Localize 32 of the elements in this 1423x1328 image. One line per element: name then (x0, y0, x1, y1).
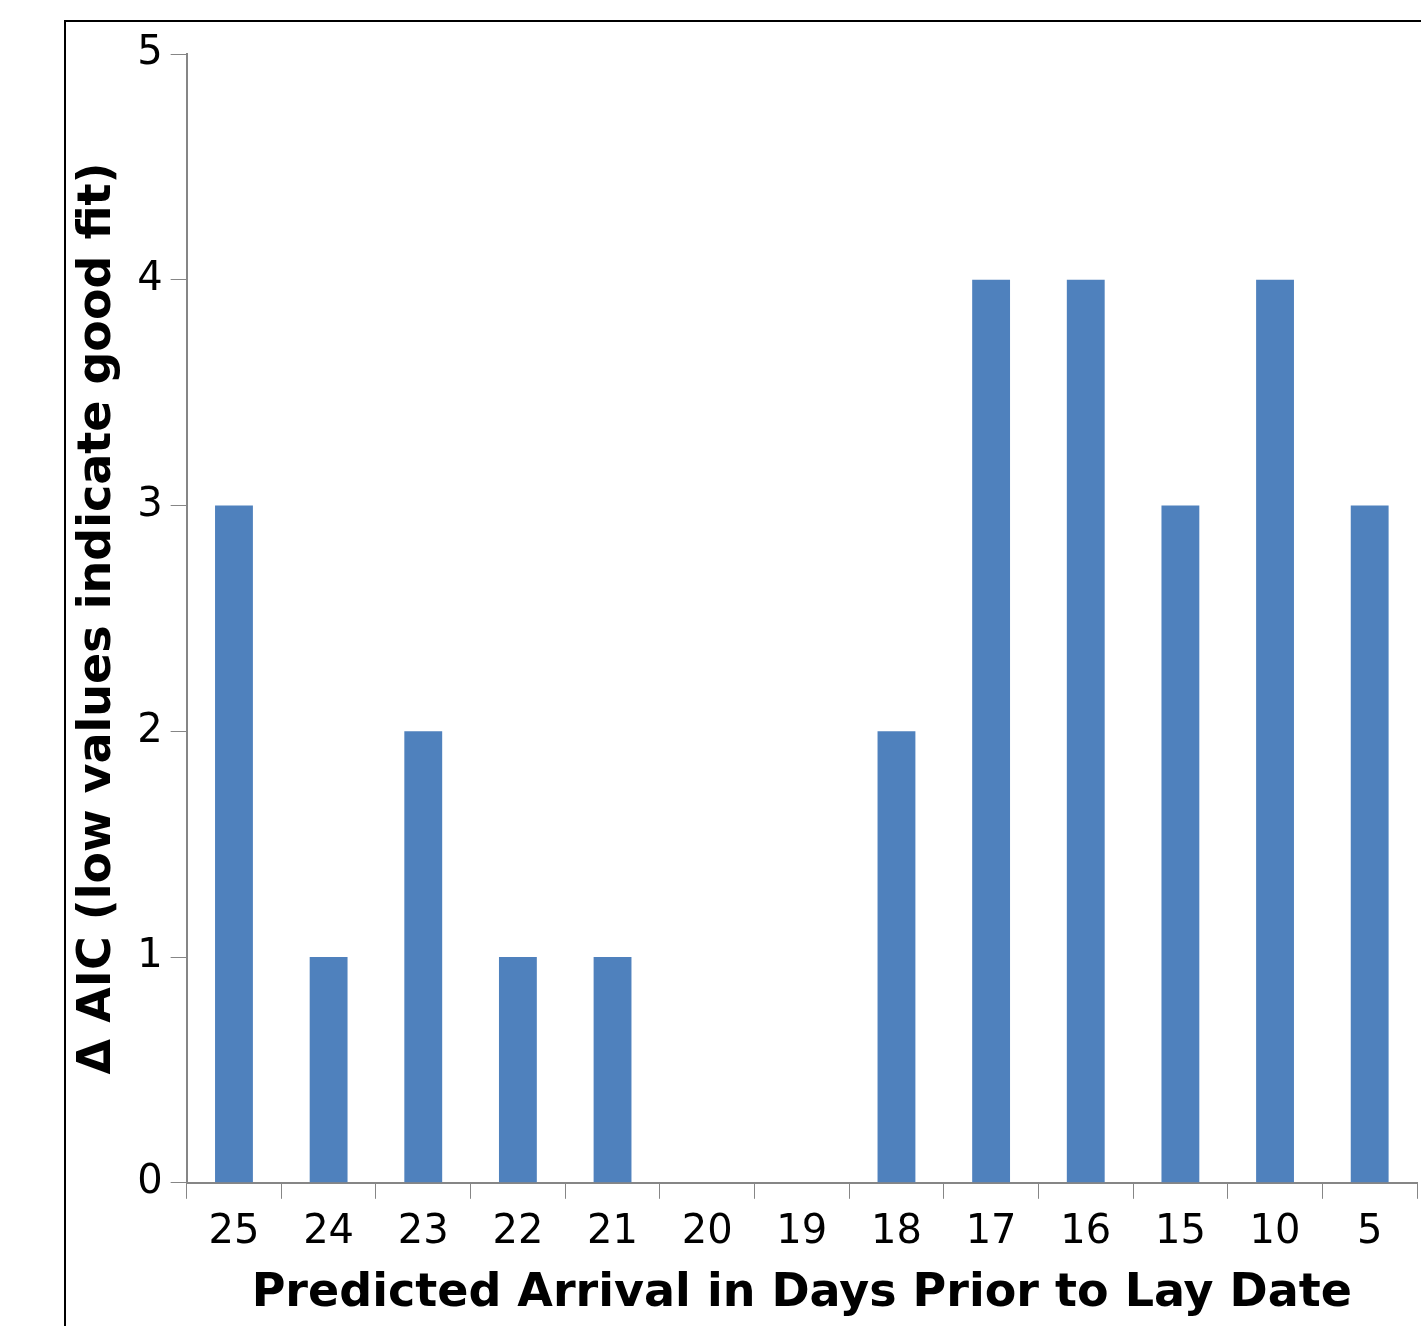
x-tick-label: 23 (397, 1206, 449, 1253)
x-tick-label: 15 (1154, 1206, 1206, 1253)
x-tick-label: 16 (1060, 1206, 1112, 1253)
x-tick-label: 21 (587, 1206, 638, 1253)
y-tick-label: 3 (137, 478, 163, 525)
bar (1350, 505, 1389, 1183)
x-tick-label: 19 (776, 1206, 828, 1253)
y-axis-title: Δ AIC (low values indicate good fit) (66, 162, 121, 1075)
y-tick-label: 2 (137, 704, 163, 751)
bar (404, 731, 443, 1183)
x-axis-title: Predicted Arrival in Days Prior to Lay Date (251, 1263, 1353, 1318)
x-tick-label: 25 (208, 1206, 260, 1253)
x-tick-label: 24 (303, 1206, 355, 1253)
bar (593, 957, 632, 1183)
y-tick-label: 1 (137, 930, 163, 977)
bar (972, 279, 1011, 1183)
x-tick-label: 20 (681, 1206, 733, 1253)
x-tick-label: 10 (1249, 1206, 1301, 1253)
bar (309, 957, 348, 1183)
bar (1066, 279, 1105, 1183)
x-tick-label: 18 (871, 1206, 922, 1253)
bar (1256, 279, 1294, 1183)
y-tick-label: 5 (137, 27, 163, 74)
bar (1161, 505, 1200, 1183)
y-tick-label: 4 (137, 253, 163, 300)
x-tick-label: 17 (965, 1206, 1017, 1253)
x-tick-label: 22 (492, 1206, 544, 1253)
bar (215, 505, 253, 1183)
x-tick-label: 5 (1356, 1206, 1383, 1253)
bar (877, 731, 916, 1183)
y-tick-label: 0 (137, 1156, 163, 1203)
bar (498, 957, 537, 1183)
